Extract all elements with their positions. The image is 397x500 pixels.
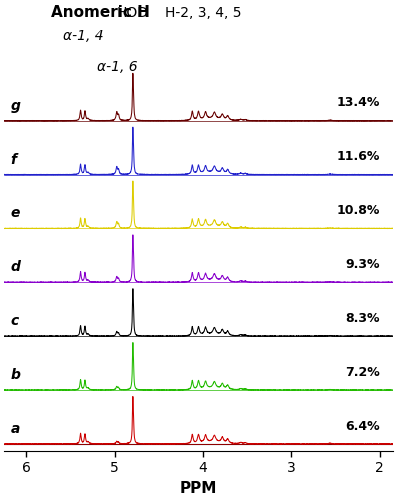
Text: HOD: HOD xyxy=(117,6,149,20)
Text: d: d xyxy=(10,260,20,274)
Text: Anomeric H: Anomeric H xyxy=(51,5,150,20)
Text: c: c xyxy=(10,314,19,328)
Text: 7.2%: 7.2% xyxy=(345,366,380,378)
Text: 9.3%: 9.3% xyxy=(345,258,380,271)
Text: b: b xyxy=(10,368,20,382)
Text: 11.6%: 11.6% xyxy=(336,150,380,164)
Text: 8.3%: 8.3% xyxy=(345,312,380,325)
Text: g: g xyxy=(10,98,20,112)
Text: e: e xyxy=(10,206,20,220)
Text: H-2, 3, 4, 5: H-2, 3, 4, 5 xyxy=(165,6,241,20)
Text: 6.4%: 6.4% xyxy=(345,420,380,432)
Text: 13.4%: 13.4% xyxy=(336,96,380,110)
Text: α-1, 6: α-1, 6 xyxy=(97,60,137,74)
Text: α-1, 4: α-1, 4 xyxy=(64,30,104,44)
X-axis label: PPM: PPM xyxy=(180,481,217,496)
Text: f: f xyxy=(10,152,16,166)
Text: 10.8%: 10.8% xyxy=(336,204,380,217)
Text: a: a xyxy=(10,422,20,436)
